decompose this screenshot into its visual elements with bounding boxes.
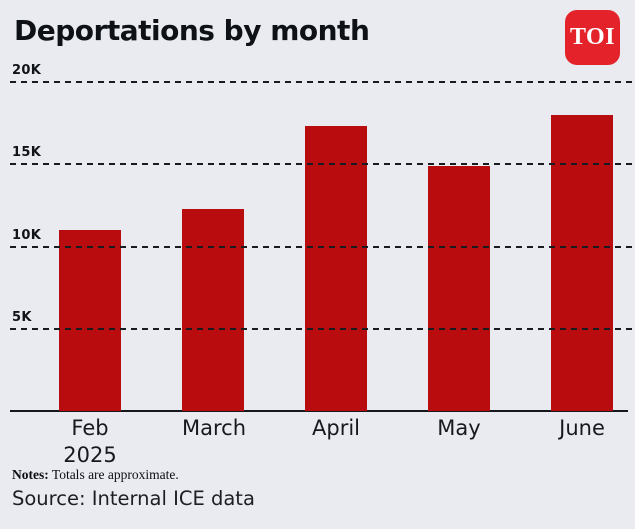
x-axis-label-april: April: [312, 416, 360, 440]
bar-feb-2025: [59, 230, 121, 411]
gridline-10k: [10, 245, 635, 248]
x-axis-label-june: June: [559, 416, 605, 440]
gridline-5k: [10, 327, 635, 330]
bar-march: [182, 209, 244, 411]
y-tick-label-15k: 15K: [12, 145, 42, 161]
gridline-20k: [10, 81, 635, 83]
y-tick-label-20k: 20K: [12, 63, 42, 78]
notes-label: Notes:: [12, 467, 49, 482]
notes-line: Notes: Totals are approximate.: [12, 467, 255, 483]
source-line: Source: Internal ICE data: [12, 487, 255, 510]
bar-may: [428, 166, 490, 411]
bar-june: [551, 115, 613, 411]
y-tick-label-5k: 5K: [12, 309, 32, 325]
x-axis-line: [10, 410, 628, 412]
x-axis-labels: Feb 2025 March April May June: [59, 415, 613, 469]
y-tick-label-10k: 10K: [12, 227, 42, 243]
toi-logo: TOI: [565, 10, 620, 65]
bar-chart-plot-area: 20K 15K 10K 5K: [0, 63, 635, 412]
notes-text: Totals are approximate.: [51, 467, 179, 482]
page-title: Deportations by month: [14, 14, 370, 47]
x-axis-label-feb-2025: Feb 2025: [63, 416, 117, 467]
x-axis-label-may: May: [437, 416, 481, 440]
toi-logo-text: TOI: [569, 24, 616, 50]
x-axis-label-march: March: [182, 416, 247, 440]
chart-footer: Notes: Totals are approximate. Source: I…: [12, 467, 255, 510]
gridline-15k: [10, 163, 635, 166]
bar-april: [305, 126, 367, 411]
